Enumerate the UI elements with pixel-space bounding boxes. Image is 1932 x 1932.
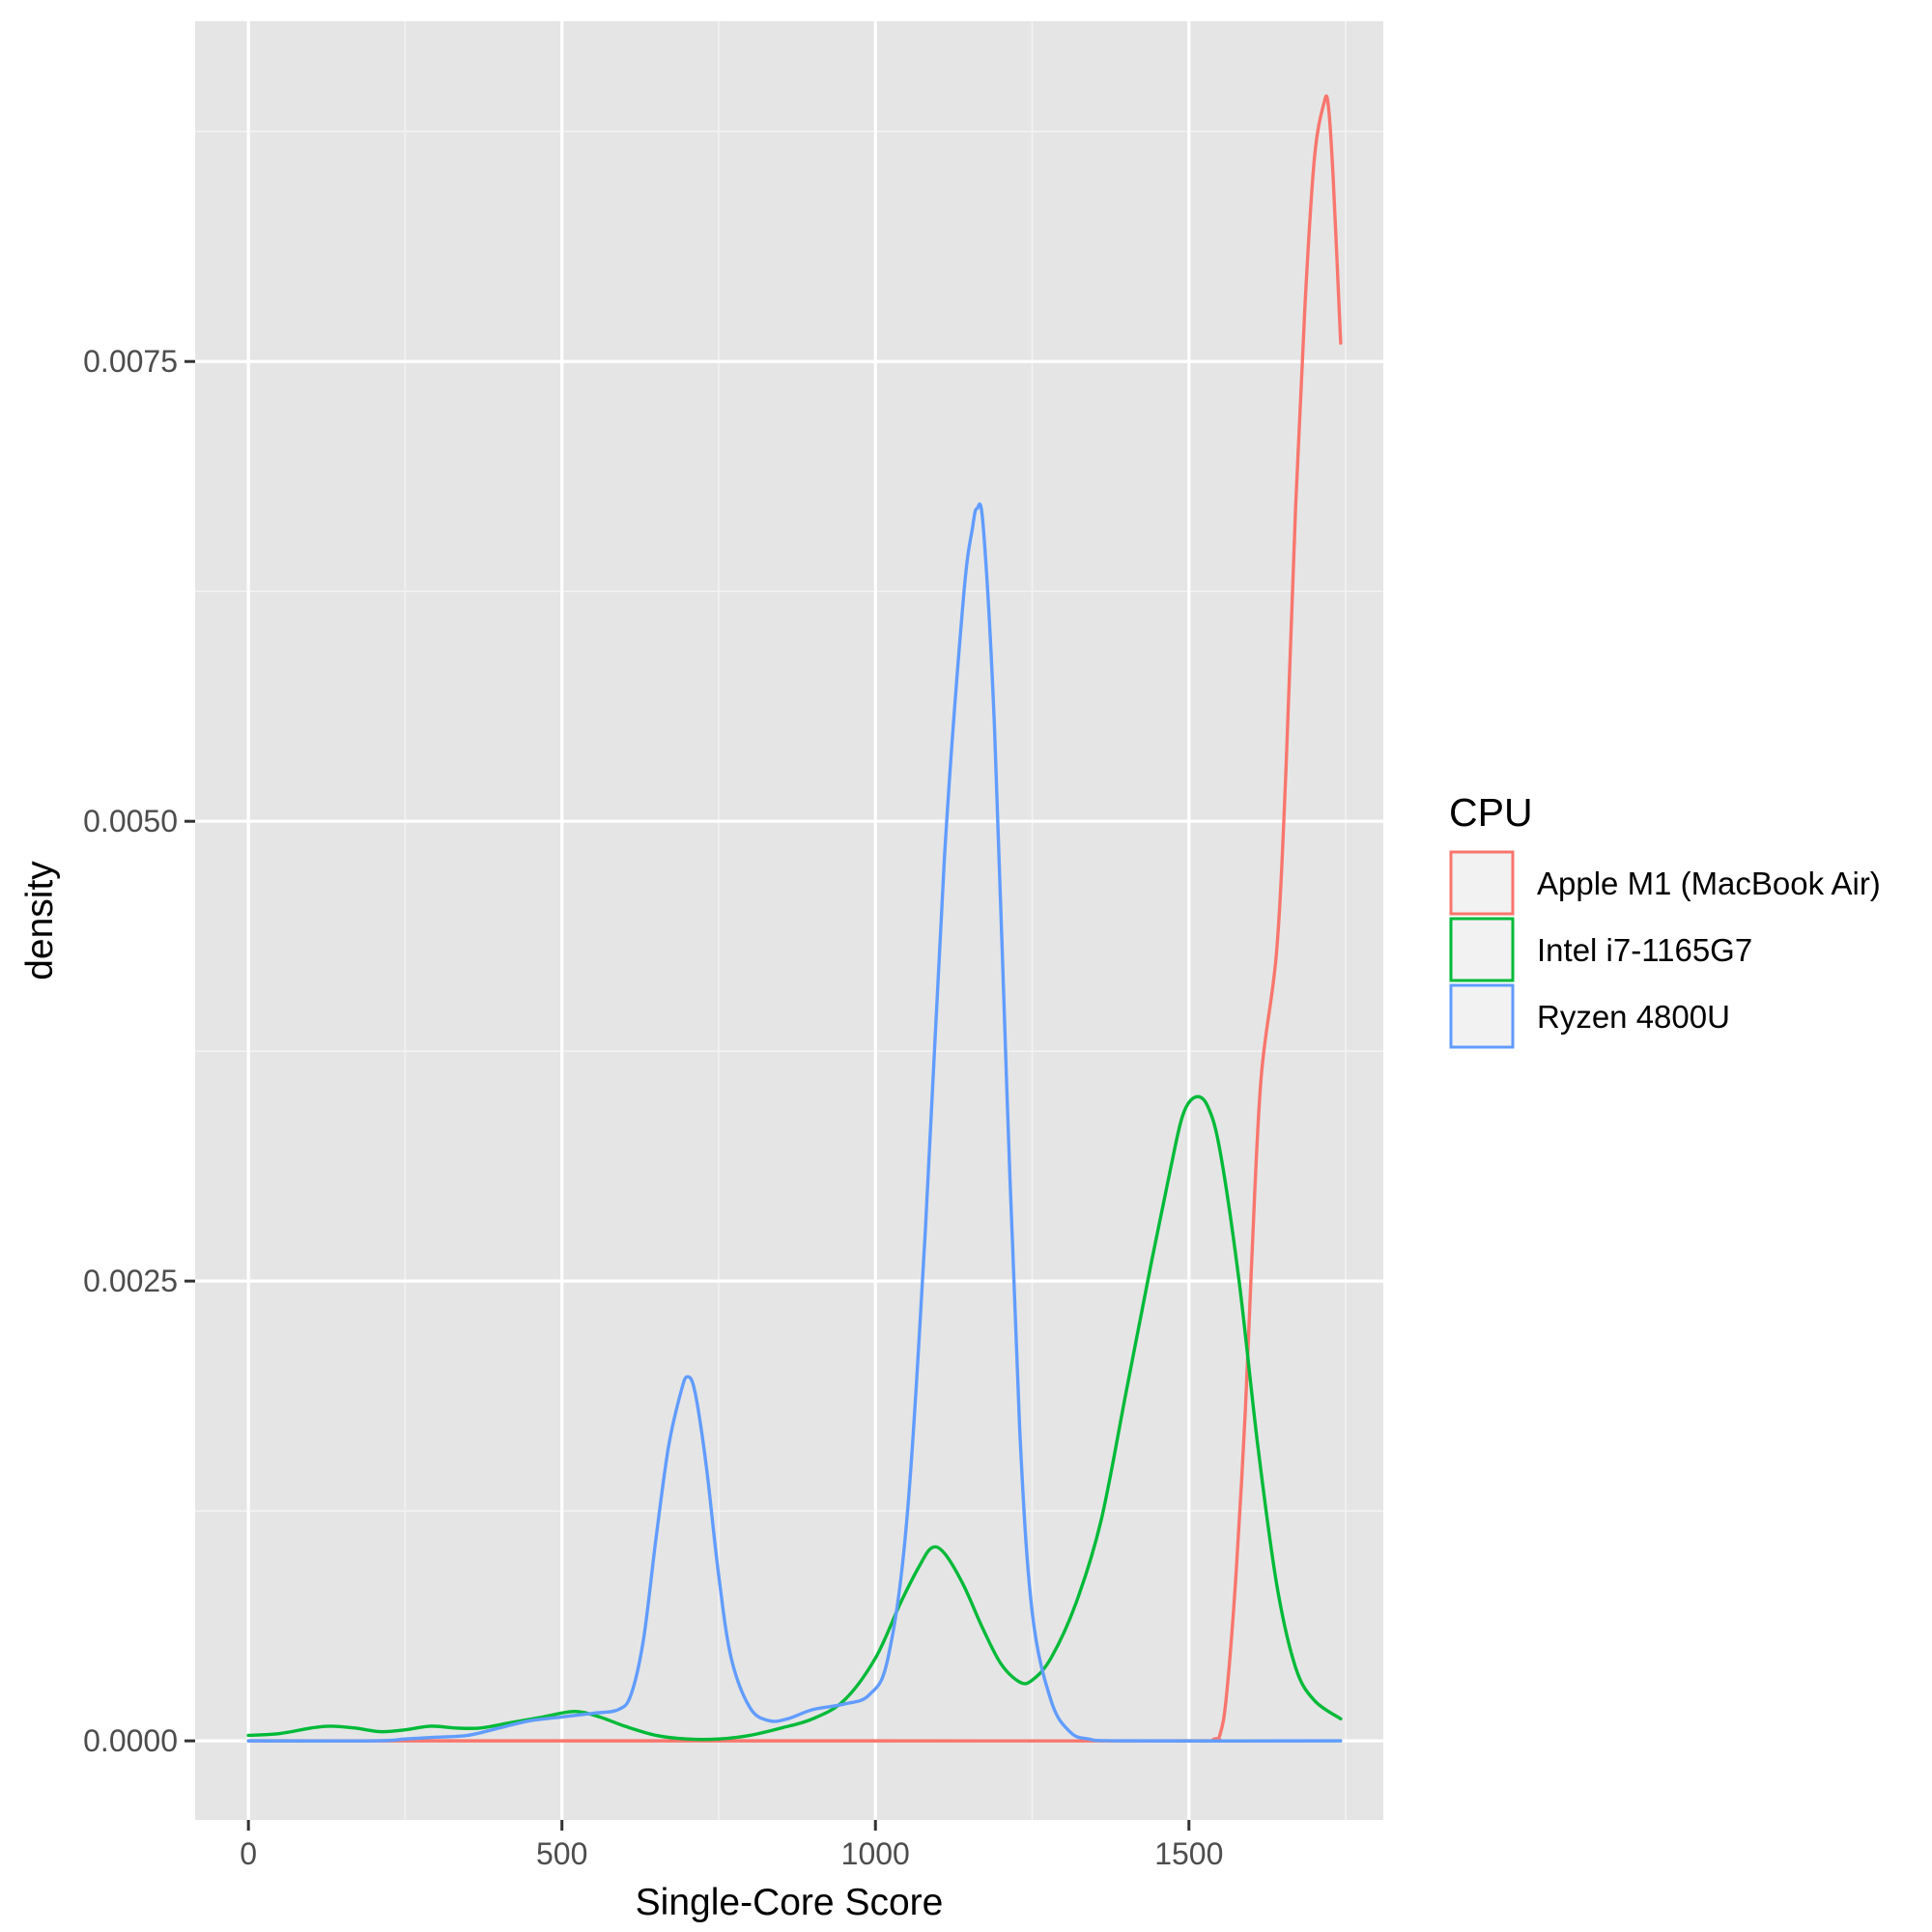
- legend-label-intel-i7-1165g7: Intel i7-1165G7: [1537, 932, 1752, 968]
- x-axis-title: Single-Core Score: [636, 1882, 944, 1923]
- series-line-intel-i7-1165g7: [246, 1094, 1343, 1742]
- y-tick-label: 0.0025: [83, 1264, 178, 1298]
- legend-key-ryzen-4800u: [1449, 983, 1515, 1049]
- legend-key-intel-i7-1165g7: [1449, 917, 1515, 982]
- y-tick-label: 0.0000: [83, 1723, 178, 1758]
- series-line-ryzen-4800u: [246, 502, 1343, 1743]
- x-tick-label: 0: [240, 1836, 257, 1871]
- legend-label-ryzen-4800u: Ryzen 4800U: [1537, 999, 1730, 1035]
- x-tick-label: 1500: [1154, 1836, 1223, 1871]
- plot-panel: [195, 21, 1383, 1820]
- x-tick-label: 1000: [841, 1836, 910, 1871]
- y-tick-label: 0.0050: [83, 804, 178, 838]
- y-tick-label: 0.0075: [83, 344, 178, 379]
- legend-label-apple-m1-macbook-air: Apple M1 (MacBook Air): [1537, 866, 1881, 901]
- y-axis-title: density: [19, 861, 61, 980]
- series-line-apple-m1-macbook-air: [246, 94, 1343, 1743]
- legend-key-apple-m1-macbook-air: [1449, 850, 1515, 916]
- legend-title: CPU: [1449, 790, 1533, 835]
- axis-ticks: 0 500 1000 1500 0.0000 0.0025 0.0050 0.0075: [83, 344, 1223, 1871]
- legend: CPU Apple M1 (MacBook Air) Intel i7-1165G…: [1449, 790, 1881, 1049]
- series-lines: [246, 94, 1343, 1743]
- x-tick-label: 500: [536, 1836, 587, 1871]
